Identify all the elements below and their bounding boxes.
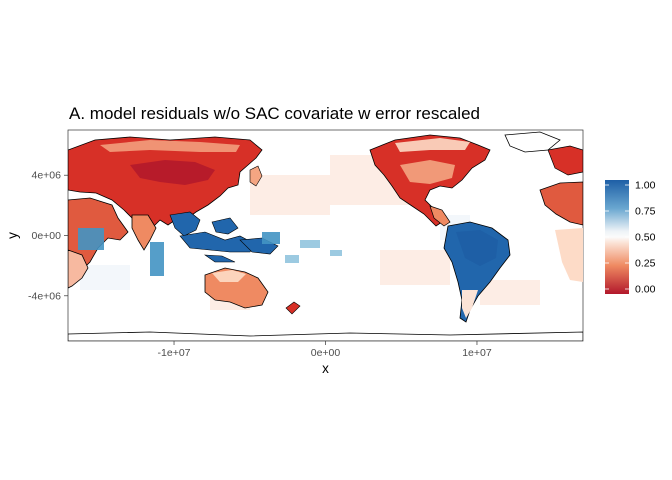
land-india xyxy=(131,214,157,251)
x-tick-label: -1e+07 xyxy=(158,347,191,359)
land-japan xyxy=(249,165,263,187)
legend-label: 0.75 xyxy=(635,206,656,218)
land-amazon-core xyxy=(456,230,498,266)
x-tick-label: 0e+00 xyxy=(311,347,341,359)
land-australia-north xyxy=(212,270,246,282)
map-layer xyxy=(68,131,583,341)
legend-label: 1.00 xyxy=(635,180,656,192)
land-europe xyxy=(547,145,583,176)
x-axis-title: x xyxy=(322,361,329,376)
chart-title: A. model residuals w/o SAC covariate w e… xyxy=(69,104,480,123)
x-tick-label: 1e+07 xyxy=(462,347,492,359)
land-africa-south xyxy=(68,249,89,289)
y-tick-label: 0e+00 xyxy=(32,230,62,242)
y-tick-label: -4e+06 xyxy=(28,290,61,302)
y-axis: 4e+06 0e+00 -4e+06 xyxy=(28,170,68,302)
land-new-zealand xyxy=(285,301,301,315)
land-canada-north xyxy=(395,138,470,152)
legend-label: 0.00 xyxy=(635,284,656,296)
legend-label: 0.25 xyxy=(635,258,656,270)
land-siberia-highlight xyxy=(130,160,215,185)
land-patagonia xyxy=(462,290,478,318)
y-axis-title: y xyxy=(5,232,20,239)
legend: 1.00 0.75 0.50 0.25 0.00 xyxy=(605,180,656,296)
y-tick-label: 4e+06 xyxy=(32,170,62,182)
legend-label: 0.50 xyxy=(635,232,656,244)
land-north-band xyxy=(100,140,240,152)
land-antarctica xyxy=(68,331,583,341)
land-central-america xyxy=(429,205,451,227)
land-africa-west-south xyxy=(555,228,583,282)
land-africa-west xyxy=(539,181,583,226)
land-us-interior xyxy=(400,160,455,184)
land-eurasia xyxy=(68,136,263,231)
x-axis: -1e+07 0e+00 1e+07 xyxy=(158,341,492,359)
